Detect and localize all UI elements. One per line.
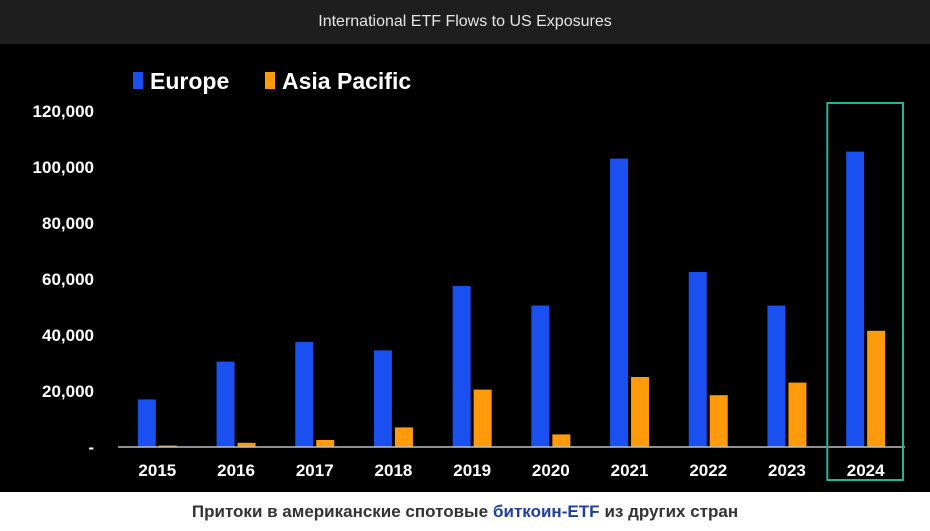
bar-asia-pacific-2019: [473, 389, 492, 447]
y-tick-label: 100,000: [33, 158, 94, 177]
bar-europe-2019: [452, 286, 471, 447]
chart-card: International ETF Flows to US Exposures …: [0, 0, 930, 492]
caption-link[interactable]: биткоин-ETF: [493, 501, 600, 521]
x-tick-label: 2017: [296, 461, 334, 480]
y-tick-label: 80,000: [42, 214, 94, 233]
x-tick-label: 2015: [138, 461, 176, 480]
bar-europe-2018: [373, 350, 392, 447]
legend-swatch-europe: [133, 72, 143, 89]
bar-europe-2017: [295, 342, 314, 447]
y-tick-label: 60,000: [42, 270, 94, 289]
x-tick-label: 2023: [768, 461, 806, 480]
bar-europe-2022: [688, 272, 707, 447]
x-tick-label: 2019: [453, 461, 491, 480]
x-tick-label: 2018: [375, 461, 413, 480]
bar-asia-pacific-2021: [631, 377, 650, 447]
x-tick-label: 2024: [847, 461, 885, 480]
bar-asia-pacific-2024: [867, 330, 886, 447]
bar-asia-pacific-2018: [394, 427, 413, 447]
bar-europe-2020: [531, 305, 550, 447]
highlight-box-2024: [826, 102, 904, 481]
bar-europe-2015: [137, 399, 156, 447]
x-tick-label: 2016: [217, 461, 255, 480]
caption: Притоки в американские спотовые биткоин-…: [0, 492, 930, 531]
y-tick-label: -: [88, 438, 94, 457]
legend-label: Europe: [150, 68, 229, 94]
y-tick-label: 120,000: [33, 102, 94, 121]
bar-europe-2023: [767, 305, 786, 447]
legend-label: Asia Pacific: [282, 68, 411, 94]
bar-europe-2024: [846, 151, 865, 447]
bar-europe-2021: [610, 158, 629, 447]
bar-asia-pacific-2016: [237, 442, 256, 447]
bar-asia-pacific-2023: [788, 382, 807, 447]
bar-asia-pacific-2022: [709, 395, 728, 447]
bar-chart: - 20,000 40,000 60,000 80,000 100,000 120,000 2…: [33, 68, 905, 481]
x-tick-label: 2022: [689, 461, 727, 480]
caption-text-after: из других стран: [604, 501, 739, 521]
bar-europe-2016: [216, 361, 235, 447]
x-tick-label: 2020: [532, 461, 570, 480]
legend-swatch-asia-pacific: [265, 72, 275, 89]
chart-title: International ETF Flows to US Exposures: [0, 0, 930, 44]
y-tick-label: 40,000: [42, 326, 94, 345]
caption-text-before: Притоки в американские спотовые: [191, 501, 489, 521]
bar-asia-pacific-2020: [552, 434, 571, 447]
y-tick-label: 20,000: [42, 382, 94, 401]
x-tick-label: 2021: [611, 461, 649, 480]
bar-asia-pacific-2017: [316, 440, 335, 447]
